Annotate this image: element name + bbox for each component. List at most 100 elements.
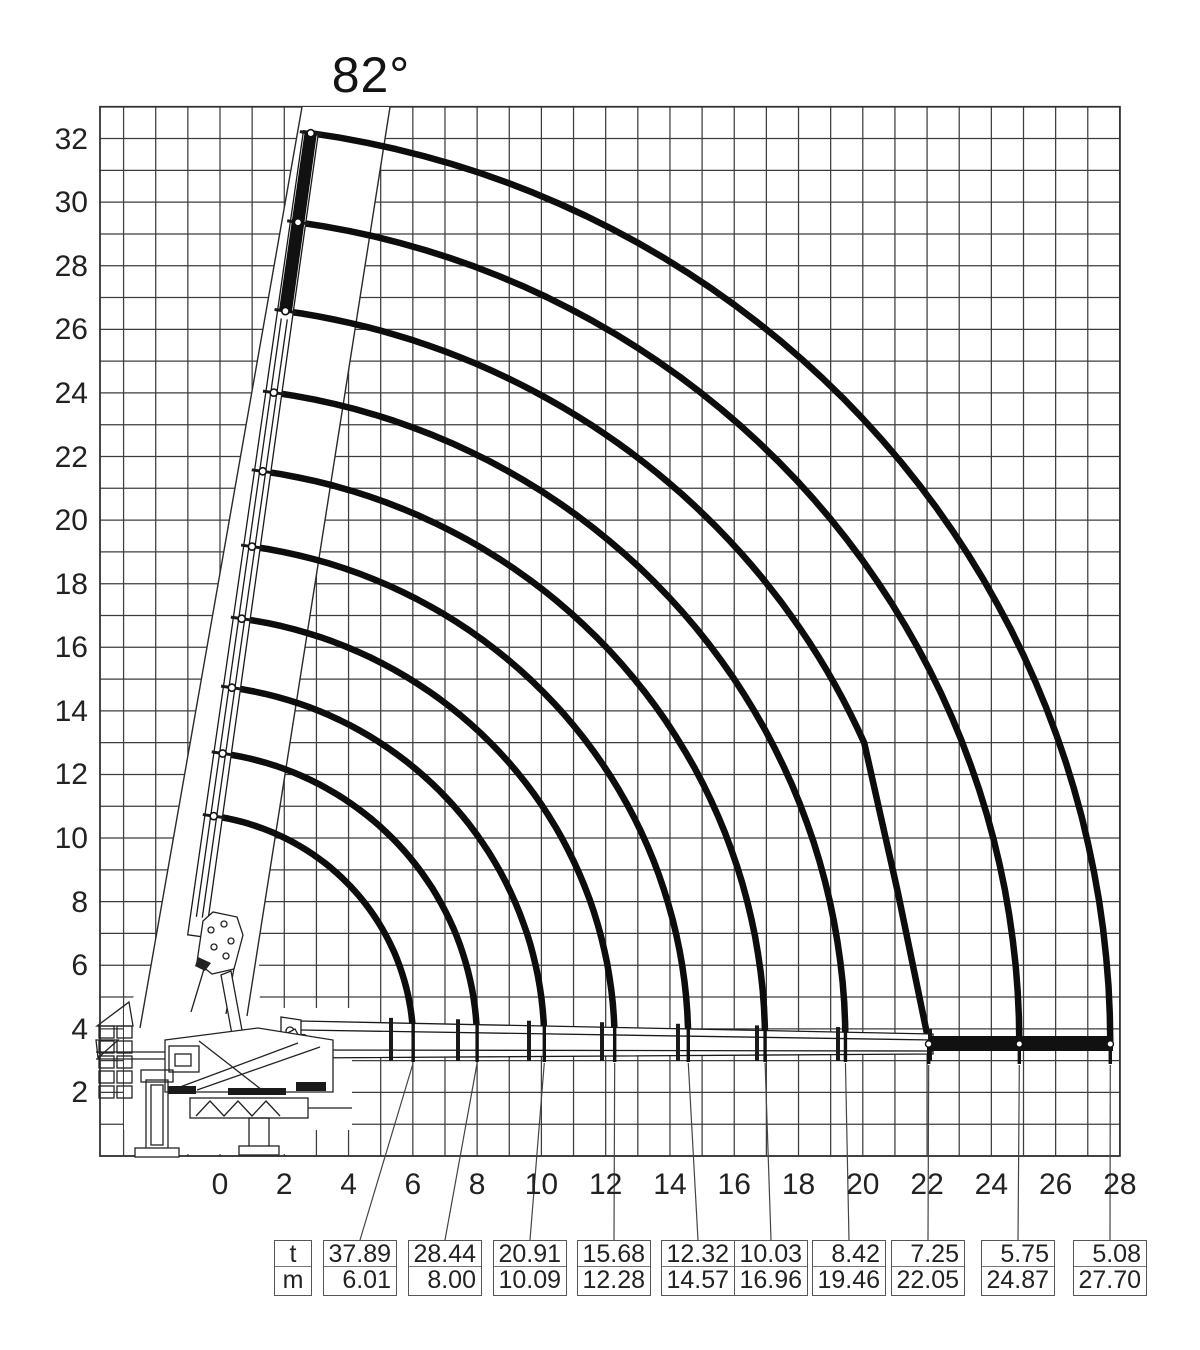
table-value-box: 15.68 12.28 (577, 1240, 651, 1296)
capacity-t-value: 37.89 (324, 1241, 396, 1267)
boom-tip-dot (237, 614, 247, 624)
load-arc-1 (210, 812, 417, 1047)
table-value-box: 10.03 16.96 (734, 1240, 808, 1296)
arc-end-dot (924, 1040, 933, 1048)
x-tick-label: 24 (974, 1168, 1009, 1201)
arc-end-dot (1106, 1040, 1115, 1048)
leader-line (764, 1062, 772, 1241)
y-tick-label: 26 (54, 313, 88, 347)
boom-section-line (299, 1049, 934, 1052)
y-tick-label: 8 (71, 885, 88, 919)
x-tick-label: 14 (653, 1168, 687, 1201)
stairs-step (116, 1085, 133, 1099)
outreach-m-value: 16.96 (739, 1266, 802, 1294)
row-label-m: m (282, 1266, 304, 1294)
jack-cap-left (140, 1069, 174, 1083)
x-tick-label: 8 (468, 1168, 486, 1201)
boom-tip-dot (293, 217, 303, 227)
cab-window (174, 1053, 192, 1067)
leader-lines (359, 1062, 1111, 1241)
leader-line (1017, 1064, 1020, 1241)
ticks-and-dots (209, 128, 1115, 1064)
row-label-t: t (275, 1241, 311, 1267)
capacity-t-value: 5.75 (982, 1241, 1054, 1267)
pivot-pin (227, 937, 235, 945)
load-arc-8 (282, 307, 932, 1046)
y-tick-label: 16 (54, 631, 88, 665)
y-tick-label: 18 (54, 567, 88, 601)
table-value-box: 12.32 14.57 (661, 1240, 735, 1296)
table-value-box: 20.91 10.09 (493, 1240, 567, 1296)
table-value-box: 8.42 19.46 (812, 1240, 886, 1296)
load-arc-2 (219, 750, 481, 1047)
pivot-pin (222, 952, 230, 960)
load-arc-10 (307, 129, 1114, 1047)
load-arc-5 (248, 543, 692, 1047)
boom-foot-line (190, 968, 205, 1013)
leader-line (613, 1062, 616, 1241)
jack-rod-left (150, 1084, 164, 1146)
load-arc-4 (238, 615, 618, 1047)
outreach-m-value: 8.00 (427, 1266, 476, 1294)
superstructure-frame (164, 1027, 334, 1093)
load-arc-7 (270, 389, 849, 1047)
load-arc-9 (294, 219, 1023, 1047)
y-tick-label: 14 (54, 694, 88, 728)
y-tick-label: 28 (54, 249, 88, 283)
capacity-t-value: 12.32 (662, 1241, 734, 1267)
table-value-box: 5.75 24.87 (981, 1240, 1055, 1296)
boom-tip-dot (280, 306, 290, 316)
y-tick-label: 22 (54, 440, 88, 474)
outreach-m-value: 14.57 (666, 1266, 729, 1294)
x-tick-label: 22 (910, 1168, 944, 1201)
y-tick-label: 2 (71, 1076, 88, 1110)
frame-brace (171, 1042, 299, 1091)
x-tick-label: 12 (588, 1168, 623, 1201)
y-tick-label: 6 (71, 949, 88, 983)
leader-line (687, 1062, 699, 1241)
y-tick-label: 32 (54, 122, 88, 156)
grid-border (99, 105, 1121, 1157)
pivot-pin (207, 926, 215, 934)
y-tick-label: 12 (54, 758, 88, 792)
x-tick-label: 0 (211, 1168, 229, 1201)
stairs-rail (95, 1000, 134, 1027)
crane-drawing (95, 911, 352, 1158)
table-value-box: 5.08 27.70 (1073, 1240, 1147, 1296)
beam-lattice (195, 1100, 281, 1117)
capacity-t-value: 10.03 (735, 1241, 807, 1267)
capacity-t-value: 5.08 (1074, 1241, 1146, 1267)
leader-line (359, 1062, 414, 1241)
boom-tip-dot (209, 811, 219, 821)
frame-brace (196, 1046, 321, 1091)
counterweight-fin (95, 1039, 120, 1060)
boom-tip-dot (247, 542, 257, 551)
boom-tip-dot (306, 128, 316, 138)
leader-line (844, 1062, 850, 1241)
jack-foot-right (238, 1145, 280, 1156)
x-tick-label: 20 (846, 1168, 880, 1201)
capacity-t-value: 15.68 (578, 1241, 650, 1267)
outreach-m-value: 19.46 (817, 1266, 880, 1294)
stairs-step (116, 1070, 133, 1084)
stairs-step (98, 1085, 115, 1099)
wedge-left-line (139, 106, 303, 1029)
table-value-box: 7.25 22.05 (891, 1240, 965, 1296)
capacity-t-value: 7.25 (892, 1241, 964, 1267)
boom-tip-dot (227, 683, 237, 693)
boom-section-line (299, 1029, 934, 1041)
leader-line (927, 1064, 930, 1241)
frame-brace (198, 1040, 263, 1091)
frame-base-block (296, 1082, 326, 1091)
capacity-t-value: 28.44 (409, 1241, 481, 1267)
capacity-t-value: 8.42 (813, 1241, 885, 1267)
x-tick-label: 16 (717, 1168, 751, 1201)
stairs-step (116, 1055, 133, 1069)
boom-tip-dot (269, 388, 279, 397)
stairs-step (116, 1040, 133, 1054)
boom-wedge-whiteout (140, 107, 390, 1028)
x-tick-label: 26 (1038, 1168, 1073, 1201)
